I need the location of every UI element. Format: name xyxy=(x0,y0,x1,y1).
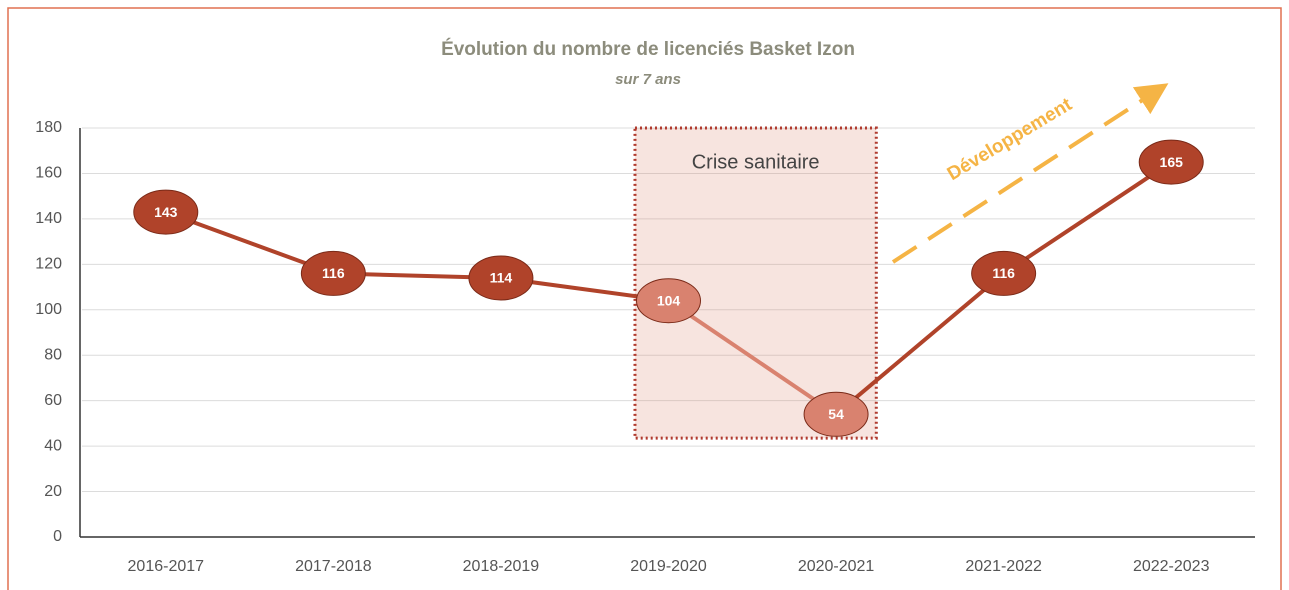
marker xyxy=(971,250,1037,296)
x-tick-label: 2017-2018 xyxy=(295,558,372,575)
y-tick-label: 120 xyxy=(35,256,62,273)
marker xyxy=(133,189,199,235)
data-label: 54 xyxy=(828,406,844,422)
data-label: 114 xyxy=(490,270,513,286)
line-segment xyxy=(667,299,838,416)
x-tick-label: 2018-2019 xyxy=(463,558,540,575)
y-tick-label: 60 xyxy=(44,392,62,409)
y-tick-label: 20 xyxy=(44,483,62,500)
data-label: 104 xyxy=(657,292,681,308)
chart-title: Évolution du nombre de licenciés Basket … xyxy=(441,38,855,60)
y-tick-label: 80 xyxy=(44,346,62,363)
y-tick-label: 160 xyxy=(35,165,62,182)
data-label: 116 xyxy=(322,265,345,281)
marker xyxy=(468,255,534,301)
marker xyxy=(803,391,869,437)
line-segment xyxy=(1002,160,1173,276)
data-label: 143 xyxy=(154,204,178,220)
chart-subtitle: sur 7 ans xyxy=(615,71,681,88)
y-tick-label: 100 xyxy=(35,301,62,318)
y-tick-label: 0 xyxy=(53,528,62,545)
x-tick-label: 2022-2023 xyxy=(1133,558,1210,575)
y-tick-label: 180 xyxy=(35,119,62,136)
marker xyxy=(1138,139,1204,185)
marker xyxy=(636,278,701,324)
arrow xyxy=(891,83,1169,264)
x-tick-label: 2021-2022 xyxy=(965,558,1042,575)
y-tick-label: 40 xyxy=(44,437,62,454)
x-tick-label: 2020-2021 xyxy=(798,558,875,575)
y-tick-label: 140 xyxy=(35,210,62,227)
line-segment xyxy=(834,271,1005,416)
marker xyxy=(300,250,366,296)
x-tick-label: 2019-2020 xyxy=(630,558,707,575)
annotation: Crise sanitaire xyxy=(692,151,820,173)
data-label: 165 xyxy=(1160,154,1184,170)
x-tick-label: 2016-2017 xyxy=(128,558,205,575)
data-label: 116 xyxy=(992,265,1015,281)
